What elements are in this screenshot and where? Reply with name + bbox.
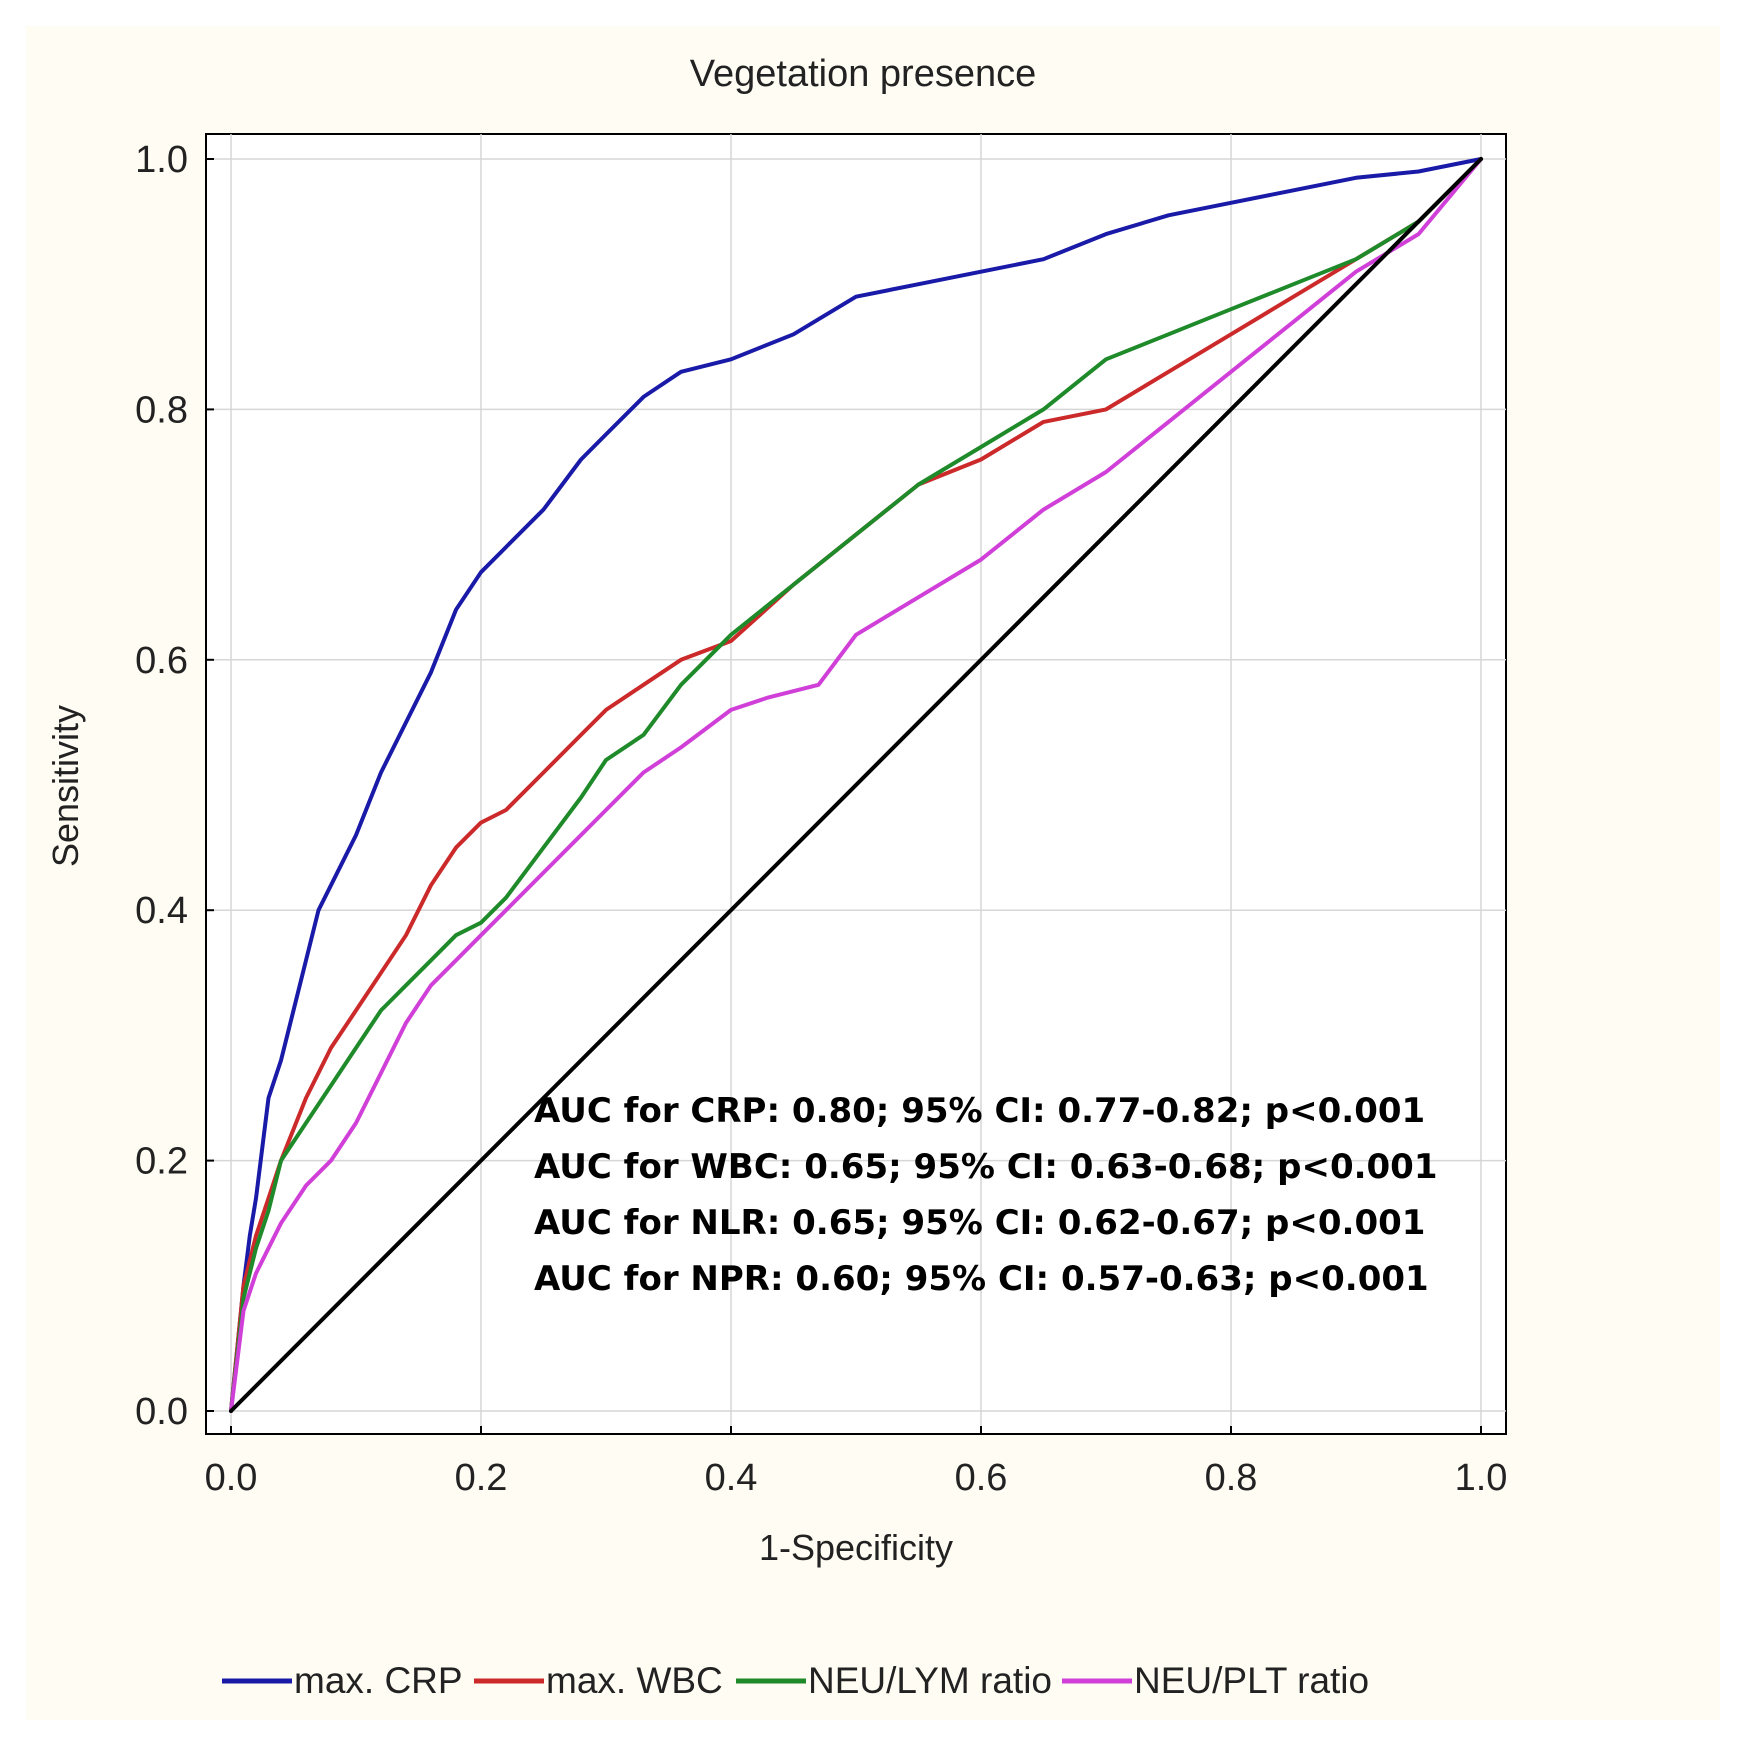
chart-title: Vegetation presence <box>690 53 1037 95</box>
auc-annotation: AUC for NPR: 0.60; 95% CI: 0.57-0.63; p<… <box>534 1259 1429 1299</box>
series-lines <box>229 157 1483 1413</box>
auc-annotation: AUC for CRP: 0.80; 95% CI: 0.77-0.82; p<… <box>534 1091 1425 1131</box>
series-line-max-wbc <box>229 157 1483 1413</box>
legend-label: max. CRP <box>294 1660 463 1701</box>
y-tick-label: 0.4 <box>135 890 188 932</box>
x-tick-label: 0.6 <box>955 1457 1008 1499</box>
auc-annotation: AUC for NLR: 0.65; 95% CI: 0.62-0.67; p<… <box>534 1203 1425 1243</box>
y-axis-title: Sensitivity <box>45 705 86 867</box>
y-tick-label: 0.8 <box>135 389 188 431</box>
auc-annotation: AUC for WBC: 0.65; 95% CI: 0.63-0.68; p<… <box>534 1147 1438 1187</box>
reference-diagonal-line <box>229 157 1483 1413</box>
chart-figure: Vegetation presence 0.0 0.2 0.4 0.6 0.8 1.0 0… <box>26 26 1720 1720</box>
y-axis-ticks: 0.0 0.2 0.4 0.6 0.8 1.0 <box>135 139 214 1433</box>
x-axis-ticks: 0.0 0.2 0.4 0.6 0.8 1.0 <box>205 1426 1508 1499</box>
x-tick-label: 0.8 <box>1205 1457 1258 1499</box>
y-tick-label: 0.0 <box>135 1391 188 1433</box>
series-line-max-crp <box>229 157 1483 1413</box>
legend-label: max. WBC <box>546 1660 723 1701</box>
auc-annotations: AUC for CRP: 0.80; 95% CI: 0.77-0.82; p<… <box>534 1091 1438 1299</box>
x-tick-label: 1.0 <box>1455 1457 1508 1499</box>
y-tick-label: 0.2 <box>135 1141 188 1183</box>
x-tick-label: 0.4 <box>705 1457 758 1499</box>
x-tick-label: 0.2 <box>455 1457 508 1499</box>
y-tick-label: 1.0 <box>135 139 188 181</box>
legend-label: NEU/LYM ratio <box>808 1660 1052 1701</box>
x-axis-title: 1-Specificity <box>759 1527 953 1568</box>
x-tick-label: 0.0 <box>205 1457 258 1499</box>
series-line-neu-lym-ratio <box>229 157 1483 1413</box>
y-tick-label: 0.6 <box>135 640 188 682</box>
grid <box>206 134 1506 1434</box>
legend-label: NEU/PLT ratio <box>1134 1660 1369 1701</box>
roc-chart: Vegetation presence 0.0 0.2 0.4 0.6 0.8 1.0 0… <box>45 53 1508 1701</box>
legend: max. CRP max. WBC NEU/LYM ratio NEU/PLT rat… <box>222 1660 1369 1701</box>
series-line-neu-plt-ratio <box>229 157 1483 1413</box>
